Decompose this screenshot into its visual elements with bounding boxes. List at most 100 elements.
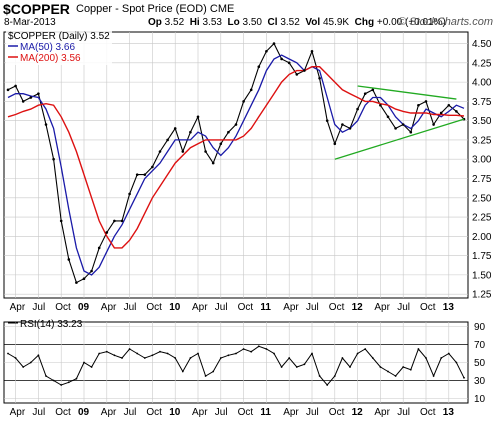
rsi-point — [105, 350, 108, 353]
trendline — [334, 118, 465, 160]
rsi-point — [432, 375, 435, 377]
price-point — [439, 111, 443, 115]
high-value: 3.53 — [202, 17, 222, 28]
price-point — [325, 119, 329, 122]
rsi-xtick-label: Jul — [397, 407, 410, 418]
rsi-point — [14, 357, 17, 359]
price-point — [303, 69, 306, 72]
rsi-point — [288, 357, 291, 359]
price-ytick-label: 2.75 — [472, 174, 492, 185]
price-point — [128, 192, 131, 196]
price-xtick-label: Jul — [32, 302, 45, 313]
rsi-point — [273, 352, 275, 355]
price-point — [6, 88, 10, 92]
rsi-point — [235, 352, 237, 355]
price-xtick-label: Jul — [215, 302, 228, 313]
price-xtick-label: Apr — [374, 302, 390, 313]
rsi-xtick-label: Oct — [55, 407, 71, 418]
price-point — [363, 92, 367, 95]
price-point — [166, 138, 169, 142]
price-xtick-label: Apr — [283, 302, 299, 313]
brand-watermark[interactable]: © StockCharts.com — [398, 16, 493, 28]
price-point — [318, 76, 321, 80]
rsi-xtick-label: Oct — [329, 407, 345, 418]
rsi-xtick-label: 12 — [352, 407, 364, 418]
rsi-point — [189, 357, 192, 359]
rsi-point — [151, 354, 154, 357]
rsi-xtick-label: Apr — [192, 407, 208, 418]
price-point — [249, 88, 253, 92]
change-value: +0.00 (+0.01%) — [376, 17, 446, 28]
rsi-point — [463, 376, 465, 379]
ma50-series-line — [7, 54, 465, 276]
rsi-xtick-label: Oct — [238, 407, 254, 418]
price-point — [409, 130, 413, 134]
price-xtick-label: Oct — [146, 302, 162, 313]
rsi-point — [318, 375, 321, 377]
rsi-xtick-label: Apr — [283, 407, 299, 418]
price-point — [287, 61, 291, 65]
rsi-xtick-label: Apr — [10, 407, 26, 418]
price-ytick-label: 3.25 — [472, 135, 492, 146]
price-point — [82, 277, 86, 281]
price-point — [97, 246, 101, 250]
rsi-point — [333, 375, 336, 377]
rsi-ytick-label: 10 — [474, 394, 486, 405]
rsi-point — [295, 366, 298, 368]
price-point — [257, 65, 261, 68]
price-panel: 4.50 4.25 4.00 3.75 3.50 3.25 3.00 2.75 2.50 2.25… — [3, 31, 492, 313]
close-value: 3.52 — [280, 17, 300, 28]
rsi-point — [67, 381, 70, 384]
rsi-point — [212, 370, 215, 373]
price-point — [234, 123, 238, 126]
rsi-point — [371, 357, 374, 359]
price-frame — [3, 31, 469, 299]
price-xtick-label: 09 — [78, 302, 90, 313]
price-xtick-label: Oct — [329, 302, 345, 313]
price-point — [394, 127, 397, 130]
rsi-ytick-label: 30 — [474, 376, 486, 387]
rsi-point — [52, 379, 55, 382]
rsi-point — [90, 366, 93, 368]
rsi-xtick-label: Apr — [374, 407, 390, 418]
close-label: Cl — [267, 17, 278, 28]
price-point — [44, 123, 48, 126]
rsi-point — [219, 357, 222, 359]
price-point — [333, 142, 337, 146]
symbol-description: Copper - Spot Price (EOD) CME — [76, 3, 234, 15]
price-ytick-label: 3.75 — [472, 97, 492, 108]
open-label: Op — [148, 17, 162, 28]
rsi-point — [75, 377, 78, 380]
price-ytick-label: 4.50 — [472, 39, 492, 50]
low-value: 3.50 — [242, 17, 262, 28]
price-point — [113, 219, 116, 223]
rsi-point — [349, 366, 351, 368]
price-ytick-label: 2.50 — [472, 193, 492, 204]
symbol-title: $COPPER — [3, 1, 70, 17]
price-point — [90, 269, 93, 273]
legend-ma200: MA(200) 3.56 — [20, 53, 81, 64]
legend: $COPPER (Daily) 3.52 MA(50) 3.66 MA(200)… — [6, 31, 112, 330]
price-point — [211, 161, 215, 165]
price-ytick-label: 4.25 — [472, 58, 492, 69]
ma200-series-line — [7, 66, 465, 249]
rsi-point — [417, 348, 420, 350]
rsi-point — [341, 357, 344, 359]
price-point — [135, 173, 139, 176]
volume-label: Vol — [305, 17, 321, 28]
price-point — [196, 115, 200, 119]
rsi-xtick-label: 13 — [443, 407, 455, 418]
price-xtick-label: Apr — [192, 302, 208, 313]
rsi-point — [60, 384, 63, 386]
price-ytick-label: 3.00 — [472, 155, 492, 166]
price-point — [280, 57, 283, 61]
rsi-xtick-label: 10 — [169, 407, 181, 418]
rsi-point — [83, 361, 85, 364]
price-ytick-label: 1.25 — [472, 290, 492, 301]
description-text: Copper - Spot Price (EOD) — [76, 3, 207, 15]
rsi-xtick-label: Oct — [146, 407, 162, 418]
price-point — [455, 110, 458, 113]
rsi-point — [37, 354, 40, 357]
price-ytick-label: 1.75 — [472, 251, 492, 262]
